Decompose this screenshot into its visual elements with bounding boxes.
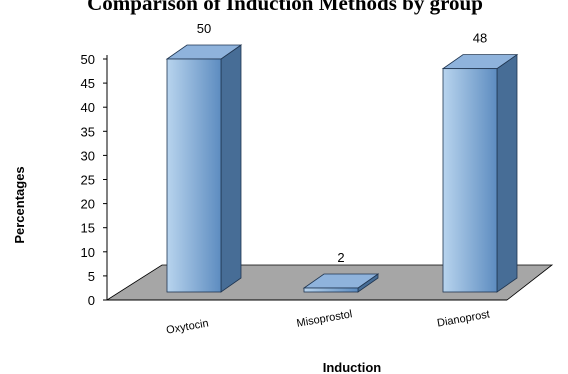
bar-front (303, 287, 359, 293)
y-tick-label: 0 (88, 293, 95, 308)
y-tick-label: 35 (81, 124, 95, 139)
y-axis-title: Percentages (12, 166, 27, 243)
bar-side (220, 44, 242, 293)
y-tick-label: 20 (81, 197, 95, 212)
y-tick-label: 50 (81, 52, 95, 67)
data-label: 50 (197, 21, 211, 36)
bar-front (442, 68, 498, 293)
bar (165, 44, 243, 293)
y-tick-label: 30 (81, 148, 95, 163)
y-tick-label: 15 (81, 221, 95, 236)
data-label: 2 (337, 250, 344, 265)
bar (302, 273, 380, 293)
category-label: Misoprostol (296, 308, 353, 330)
chart-title: Comparison of Induction Methods by group (87, 0, 483, 15)
y-tick-label: 25 (81, 173, 95, 188)
x-axis-title: Induction (323, 360, 382, 374)
data-label: 48 (473, 31, 487, 46)
category-label: Dianoprost (436, 309, 490, 330)
y-tick-label: 40 (81, 100, 95, 115)
bar (441, 53, 519, 293)
category-label: Oxytocin (165, 317, 209, 336)
bar-side (496, 53, 518, 293)
y-tick-label: 45 (81, 76, 95, 91)
y-tick-label: 10 (81, 245, 95, 260)
y-tick-label: 5 (88, 269, 95, 284)
bar-front (166, 58, 222, 293)
